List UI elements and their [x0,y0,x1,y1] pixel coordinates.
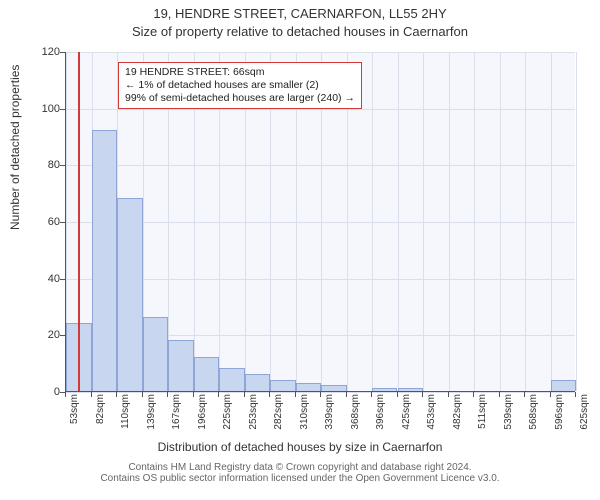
x-tick-mark [346,392,347,397]
gridline-v [449,52,450,391]
x-tick-mark [269,392,270,397]
y-tick-label: 120 [30,46,60,58]
x-tick-label: 568sqm [528,394,539,430]
gridline-v [474,52,475,391]
y-tick-label: 40 [30,273,60,285]
info-box: 19 HENDRE STREET: 66sqm← 1% of detached … [118,62,362,109]
gridline-v [525,52,526,391]
x-axis-label: Distribution of detached houses by size … [0,440,600,454]
histogram-bar [372,388,398,391]
attribution-line-2: Contains OS public sector information li… [0,473,600,484]
x-tick-mark [371,392,372,397]
x-tick-label: 396sqm [375,394,386,430]
x-tick-mark [244,392,245,397]
x-tick-mark [575,392,576,397]
x-tick-mark [218,392,219,397]
info-box-line3: 99% of semi-detached houses are larger (… [125,92,355,105]
x-tick-mark [524,392,525,397]
marker-line [78,52,80,391]
histogram-bar [270,380,296,391]
x-tick-mark [91,392,92,397]
title-line-1: 19, HENDRE STREET, CAERNARFON, LL55 2HY [0,6,600,21]
x-tick-label: 310sqm [299,394,310,430]
x-tick-label: 482sqm [452,394,463,430]
histogram-bar [117,198,143,391]
histogram-bar [168,340,194,391]
gridline-v [551,52,552,391]
y-tick-mark [60,222,65,223]
histogram-bar [245,374,271,391]
attribution: Contains HM Land Registry data © Crown c… [0,462,600,484]
x-tick-label: 139sqm [146,394,157,430]
x-tick-label: 225sqm [222,394,233,430]
x-tick-label: 368sqm [350,394,361,430]
y-tick-label: 60 [30,216,60,228]
y-tick-label: 0 [30,386,60,398]
gridline-v [398,52,399,391]
x-tick-label: 425sqm [401,394,412,430]
x-tick-label: 253sqm [248,394,259,430]
x-tick-label: 596sqm [554,394,565,430]
plot-area: 19 HENDRE STREET: 66sqm← 1% of detached … [65,52,575,392]
x-tick-mark [422,392,423,397]
y-tick-mark [60,165,65,166]
x-tick-label: 339sqm [324,394,335,430]
x-tick-label: 282sqm [273,394,284,430]
histogram-bar [219,368,245,391]
x-tick-mark [167,392,168,397]
gridline-v [500,52,501,391]
gridline-v [423,52,424,391]
histogram-bar [194,357,220,391]
histogram-bar [551,380,577,391]
histogram-bar [143,317,169,391]
y-tick-label: 80 [30,159,60,171]
y-tick-label: 100 [30,103,60,115]
x-tick-mark [499,392,500,397]
y-tick-mark [60,335,65,336]
y-tick-mark [60,279,65,280]
histogram-bar [398,388,424,391]
x-tick-mark [65,392,66,397]
y-tick-mark [60,52,65,53]
y-tick-mark [60,109,65,110]
histogram-bar [92,130,118,391]
x-tick-label: 453sqm [426,394,437,430]
x-tick-label: 53sqm [69,394,80,424]
x-tick-label: 511sqm [477,394,488,429]
x-tick-label: 82sqm [95,394,106,424]
histogram-bar [321,385,347,391]
attribution-line-1: Contains HM Land Registry data © Crown c… [0,462,600,473]
gridline-v [372,52,373,391]
chart-container: { "titles": { "line1": "19, HENDRE STREE… [0,0,600,500]
y-tick-label: 20 [30,329,60,341]
x-tick-label: 196sqm [197,394,208,430]
histogram-bar [296,383,322,392]
info-box-line1: 19 HENDRE STREET: 66sqm [125,66,355,79]
x-tick-mark [295,392,296,397]
x-tick-label: 539sqm [503,394,514,430]
x-tick-mark [116,392,117,397]
info-box-line2: ← 1% of detached houses are smaller (2) [125,79,355,92]
x-tick-mark [550,392,551,397]
x-tick-mark [473,392,474,397]
y-axis-label: Number of detached properties [8,65,22,230]
x-tick-mark [193,392,194,397]
x-tick-label: 167sqm [171,394,182,430]
x-tick-mark [320,392,321,397]
x-tick-mark [397,392,398,397]
title-line-2: Size of property relative to detached ho… [0,24,600,39]
x-tick-mark [142,392,143,397]
x-tick-label: 110sqm [120,394,131,429]
x-tick-mark [448,392,449,397]
x-tick-label: 625sqm [579,394,590,430]
gridline-v [576,52,577,391]
